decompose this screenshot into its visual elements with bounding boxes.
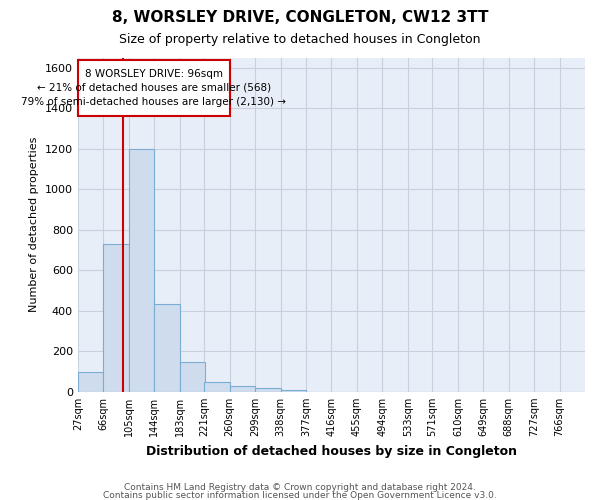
Bar xyxy=(230,386,255,392)
Bar xyxy=(78,60,230,116)
Bar xyxy=(205,382,230,392)
Text: 8 WORSLEY DRIVE: 96sqm
← 21% of detached houses are smaller (568)
79% of semi-de: 8 WORSLEY DRIVE: 96sqm ← 21% of detached… xyxy=(22,69,286,107)
Bar xyxy=(103,244,129,392)
Text: 8, WORSLEY DRIVE, CONGLETON, CW12 3TT: 8, WORSLEY DRIVE, CONGLETON, CW12 3TT xyxy=(112,10,488,25)
Bar xyxy=(281,390,306,392)
Text: Contains public sector information licensed under the Open Government Licence v3: Contains public sector information licen… xyxy=(103,492,497,500)
Bar xyxy=(129,148,154,392)
Bar xyxy=(154,304,179,392)
Text: Contains HM Land Registry data © Crown copyright and database right 2024.: Contains HM Land Registry data © Crown c… xyxy=(124,483,476,492)
X-axis label: Distribution of detached houses by size in Congleton: Distribution of detached houses by size … xyxy=(146,444,517,458)
Bar xyxy=(179,362,205,392)
Y-axis label: Number of detached properties: Number of detached properties xyxy=(29,137,40,312)
Bar xyxy=(255,388,281,392)
Text: Size of property relative to detached houses in Congleton: Size of property relative to detached ho… xyxy=(119,32,481,46)
Bar xyxy=(78,372,103,392)
